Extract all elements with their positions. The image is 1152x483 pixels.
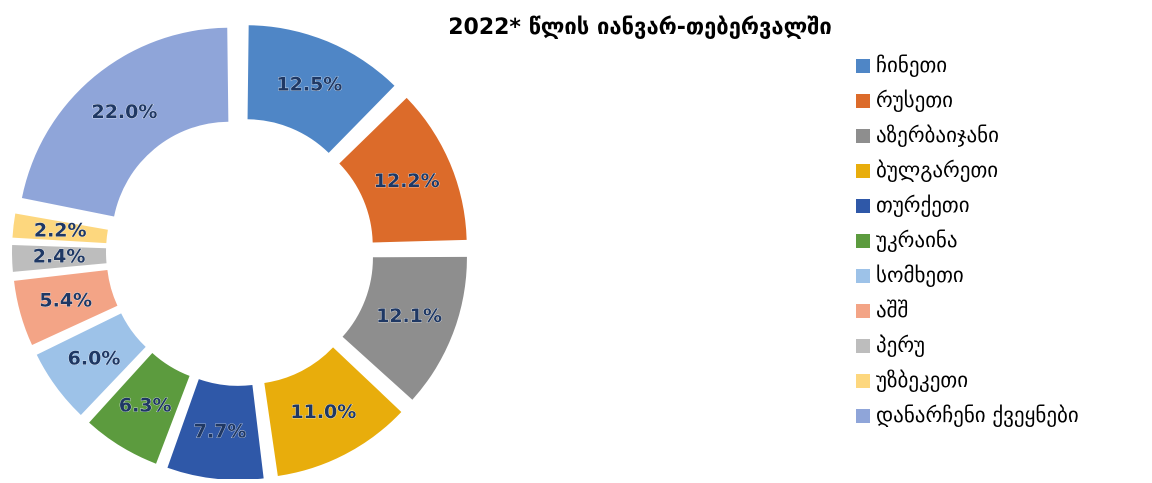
donut-segment — [14, 269, 118, 346]
chart-title: 2022* წლის იანვარ-თებერვალში — [448, 15, 832, 40]
data-label: 12.1% — [376, 305, 442, 327]
data-label: 7.7% — [194, 420, 247, 442]
legend-label: თურქეთი — [876, 193, 970, 217]
donut-segment — [89, 352, 190, 464]
donut-segment — [264, 347, 402, 477]
donut-segment — [247, 25, 395, 153]
legend-swatch — [856, 339, 870, 353]
legend-label: რუსეთი — [876, 88, 953, 112]
data-label: 5.4% — [39, 289, 92, 311]
legend-label: აზერბაიჯანი — [876, 123, 999, 147]
data-label: 11.0% — [290, 401, 356, 423]
data-label: 2.4% — [33, 246, 86, 268]
legend-swatch — [856, 269, 870, 283]
legend-label: ჩინეთი — [876, 53, 947, 77]
legend-label: უზბეკეთი — [876, 368, 968, 392]
legend-swatch — [856, 304, 870, 318]
legend-swatch — [856, 374, 870, 388]
legend-swatch — [856, 129, 870, 143]
legend-swatch — [856, 164, 870, 178]
donut-segment — [342, 256, 467, 400]
legend-label: უკრაინა — [876, 228, 958, 252]
legend-swatch — [856, 59, 870, 73]
legend-label: პერუ — [876, 333, 925, 357]
donut-segment — [167, 379, 264, 480]
data-label: 2.2% — [34, 219, 87, 241]
donut-segment — [21, 27, 229, 217]
donut-segment — [12, 213, 108, 244]
data-label: 22.0% — [91, 101, 157, 123]
legend-swatch — [856, 234, 870, 248]
legend-swatch — [856, 199, 870, 213]
donut-segment — [36, 313, 146, 415]
legend-label: ბულგარეთი — [876, 158, 998, 182]
donut-segment — [12, 244, 107, 272]
legend-label: დანარჩენი ქვეყნები — [876, 403, 1079, 427]
legend-swatch — [856, 409, 870, 423]
data-label: 12.2% — [374, 170, 440, 192]
legend-label: სომხეთი — [876, 263, 964, 287]
data-label: 12.5% — [276, 73, 342, 95]
legend-swatch — [856, 94, 870, 108]
legend-label: აშშ — [876, 298, 908, 322]
data-label: 6.0% — [68, 348, 121, 370]
data-label: 6.3% — [119, 395, 172, 417]
donut-segment — [339, 97, 467, 243]
